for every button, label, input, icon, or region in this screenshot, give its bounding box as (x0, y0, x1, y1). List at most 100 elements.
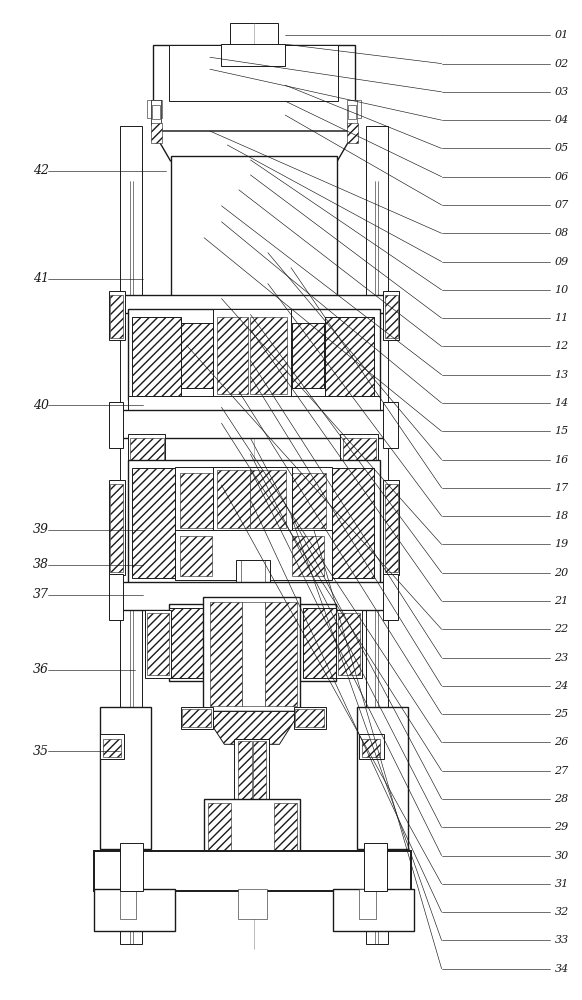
Text: 05: 05 (555, 143, 569, 153)
Text: 11: 11 (555, 313, 569, 323)
Text: 35: 35 (33, 745, 49, 758)
Bar (274, 803, 297, 857)
Bar (210, 602, 242, 706)
Bar (169, 608, 203, 678)
Bar (120, 126, 142, 944)
Bar (361, 739, 380, 757)
Text: 03: 03 (555, 87, 569, 97)
Text: 02: 02 (555, 59, 569, 69)
Bar (359, 889, 375, 919)
Text: 20: 20 (555, 568, 569, 578)
Bar (103, 739, 121, 757)
Bar (175, 467, 332, 532)
Bar (180, 536, 212, 576)
Bar (383, 574, 398, 620)
Bar (292, 323, 324, 388)
Bar (343, 438, 376, 460)
Bar (94, 851, 411, 891)
Bar (325, 317, 374, 396)
Text: 08: 08 (555, 228, 569, 238)
Bar (180, 473, 214, 528)
Bar (132, 468, 175, 578)
Bar (109, 480, 125, 575)
Bar (292, 536, 324, 576)
Bar (120, 843, 143, 891)
Bar (340, 434, 378, 462)
Bar (250, 317, 287, 394)
Text: 14: 14 (555, 398, 569, 408)
Bar (349, 100, 361, 118)
Bar (303, 608, 336, 678)
Bar (203, 597, 300, 711)
Bar (333, 889, 414, 931)
Text: 30: 30 (555, 851, 569, 861)
Text: 27: 27 (555, 766, 569, 776)
Bar (147, 613, 169, 675)
Polygon shape (203, 711, 300, 744)
Bar (121, 295, 386, 313)
Bar (347, 123, 358, 143)
Bar (348, 105, 356, 119)
Text: 13: 13 (555, 370, 569, 380)
Bar (217, 317, 248, 394)
Text: 23: 23 (555, 653, 569, 663)
Bar (237, 889, 267, 919)
Text: 31: 31 (555, 879, 569, 889)
Bar (253, 741, 266, 809)
Bar (145, 610, 171, 678)
Bar (242, 602, 265, 706)
Polygon shape (153, 131, 354, 161)
Bar (208, 803, 230, 857)
Bar (120, 889, 136, 919)
Bar (385, 295, 398, 338)
Bar (100, 734, 124, 759)
Bar (127, 460, 379, 585)
Text: 37: 37 (33, 588, 49, 601)
Bar (109, 291, 125, 340)
Bar (169, 45, 339, 101)
Text: 21: 21 (555, 596, 569, 606)
Bar (347, 100, 357, 125)
Bar (182, 709, 211, 727)
Bar (151, 100, 161, 125)
Text: 10: 10 (555, 285, 569, 295)
Text: 36: 36 (33, 663, 49, 676)
Bar (109, 574, 123, 620)
Bar (214, 467, 292, 532)
Bar (234, 739, 269, 811)
Text: 07: 07 (555, 200, 569, 210)
Text: 01: 01 (555, 30, 569, 40)
Bar (130, 438, 164, 460)
Bar (385, 484, 398, 572)
Bar (169, 604, 336, 681)
Bar (151, 123, 162, 143)
Text: 42: 42 (33, 164, 49, 177)
Text: 25: 25 (555, 709, 569, 719)
Bar (181, 707, 213, 729)
Bar (265, 602, 297, 706)
Text: 12: 12 (555, 341, 569, 351)
Text: 34: 34 (555, 964, 569, 974)
Bar (292, 473, 326, 528)
Bar (151, 100, 161, 125)
Text: 09: 09 (555, 257, 569, 267)
Bar (338, 613, 360, 675)
Bar (366, 126, 388, 944)
Bar (153, 45, 354, 131)
Bar (171, 156, 338, 301)
Text: 32: 32 (555, 907, 569, 917)
Bar (383, 402, 398, 448)
Text: 39: 39 (33, 523, 49, 536)
Bar (383, 291, 399, 340)
Text: 19: 19 (555, 539, 569, 549)
Bar (110, 295, 123, 338)
Text: 38: 38 (33, 558, 49, 571)
Text: 04: 04 (555, 115, 569, 125)
Text: 33: 33 (555, 935, 569, 945)
Bar (357, 707, 408, 849)
Text: 41: 41 (33, 272, 49, 285)
Text: 29: 29 (555, 822, 569, 832)
Text: 16: 16 (555, 455, 569, 465)
Text: 28: 28 (555, 794, 569, 804)
Text: 18: 18 (555, 511, 569, 521)
